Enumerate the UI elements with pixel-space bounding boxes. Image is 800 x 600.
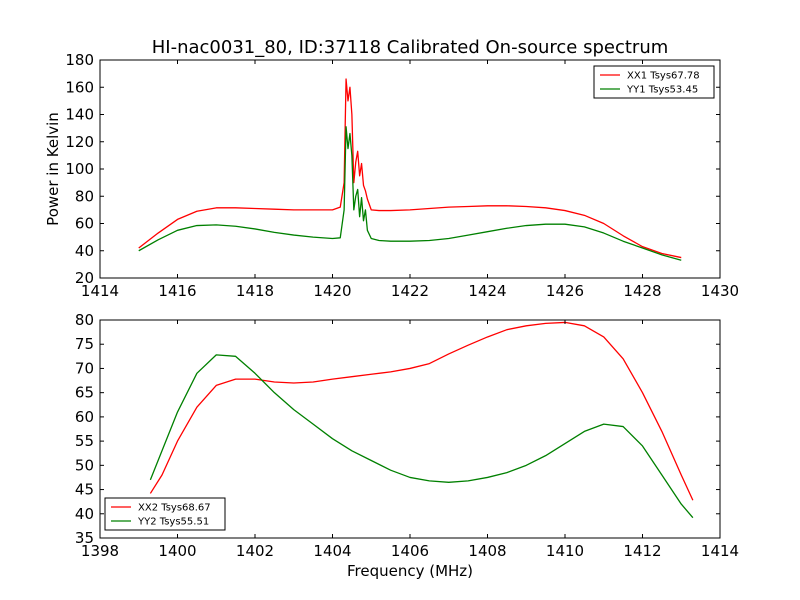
x-tick-label: 1410 <box>546 542 584 560</box>
x-tick-label: 1424 <box>468 282 506 300</box>
y-tick-label: 75 <box>75 335 94 353</box>
y-tick-label: 35 <box>75 529 94 547</box>
x-tick-label: 1428 <box>623 282 661 300</box>
x-tick-label: 1406 <box>391 542 429 560</box>
y-tick-label: 45 <box>75 481 94 499</box>
y-tick-label: 100 <box>65 160 94 178</box>
legend-box <box>104 497 226 531</box>
series-line-1 <box>149 321 694 501</box>
x-tick-label: 1412 <box>623 542 661 560</box>
legend-label-1: XX2 Tsys68.67 <box>138 503 211 514</box>
top-plot: 1414 1416 1418 1420 1422 1424 1426 1428 1430 20 40… <box>44 51 739 300</box>
y-tick-label: 80 <box>75 311 94 329</box>
y-tick-label: 55 <box>75 432 94 450</box>
x-tick-label: 1404 <box>313 542 351 560</box>
y-tick-label: 70 <box>75 359 94 377</box>
legend: XX2 Tsys68.67 YY2 Tsys55.51 <box>104 497 226 531</box>
y-tick-label: 160 <box>65 78 94 96</box>
legend-label-2: YY1 Tsys53.45 <box>626 85 698 96</box>
x-tick-label: 1426 <box>546 282 584 300</box>
x-axis-label: Frequency (MHz) <box>347 562 473 580</box>
x-tick-label: 1402 <box>236 542 274 560</box>
y-tick-label: 20 <box>75 269 94 287</box>
y-tick-label: 60 <box>75 215 94 233</box>
y-tick-label: 65 <box>75 384 94 402</box>
legend: XX1 Tsys67.78 YY1 Tsys53.45 <box>593 65 715 99</box>
legend-label-2: YY2 Tsys55.51 <box>137 517 209 528</box>
x-tick-label: 1414 <box>81 282 119 300</box>
y-tick-label: 180 <box>65 51 94 69</box>
legend-box <box>593 65 715 99</box>
y-tick-label: 80 <box>75 187 94 205</box>
bottom-plot: 1398 1400 1402 1404 1406 1408 1410 1412 1414 35 40… <box>75 311 739 580</box>
x-tick-label: 1430 <box>701 282 739 300</box>
y-tick-label: 60 <box>75 408 94 426</box>
y-tick-label: 120 <box>65 133 94 151</box>
x-tick-label: 1416 <box>158 282 196 300</box>
series-line-2 <box>138 126 682 261</box>
x-tick-label: 1398 <box>81 542 119 560</box>
x-tick-label: 1418 <box>236 282 274 300</box>
x-tick-label: 1422 <box>391 282 429 300</box>
series-line-2 <box>149 354 694 519</box>
series-line-1 <box>138 78 682 259</box>
y-tick-label: 140 <box>65 106 94 124</box>
legend-label-1: XX1 Tsys67.78 <box>627 71 700 82</box>
x-tick-label: 1400 <box>158 542 196 560</box>
x-tick-label: 1420 <box>313 282 351 300</box>
y-tick-label: 40 <box>75 505 94 523</box>
figure-title: HI-nac0031_80, ID:37118 Calibrated On-so… <box>152 37 669 58</box>
x-tick-label: 1414 <box>701 542 739 560</box>
y-axis-label: Power in Kelvin <box>44 112 62 226</box>
y-tick-label: 50 <box>75 456 94 474</box>
x-tick-label: 1408 <box>468 542 506 560</box>
y-tick-label: 40 <box>75 242 94 260</box>
